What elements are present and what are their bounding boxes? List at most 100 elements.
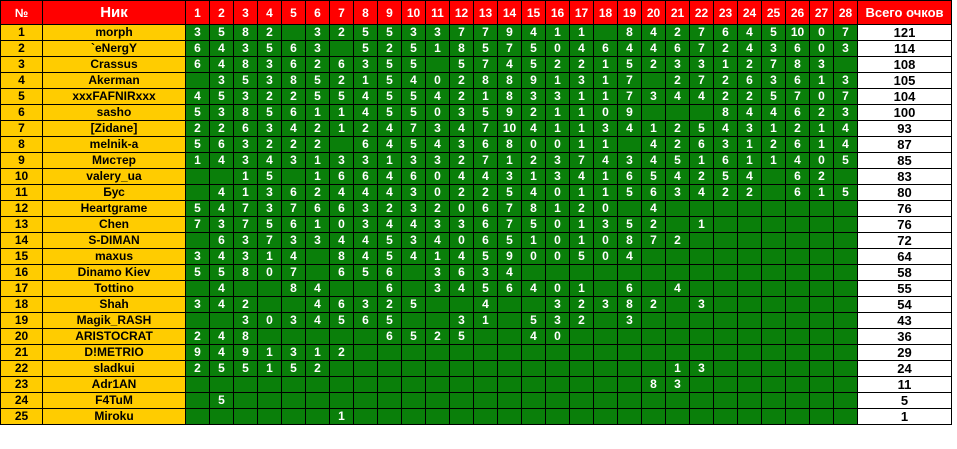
column-header-round-23[interactable]: 23 [713, 0, 738, 25]
score-cell[interactable]: 2 [305, 360, 330, 377]
score-cell[interactable]: 5 [233, 72, 258, 89]
score-cell[interactable] [785, 248, 810, 265]
score-cell[interactable]: 8 [281, 72, 306, 89]
score-cell[interactable]: 7 [617, 88, 642, 105]
score-cell[interactable]: 3 [689, 360, 714, 377]
score-cell[interactable]: 5 [521, 312, 546, 329]
score-cell[interactable]: 9 [185, 344, 210, 361]
rank-cell[interactable]: 11 [0, 184, 43, 201]
score-cell[interactable]: 4 [833, 120, 858, 137]
rank-cell[interactable]: 14 [0, 232, 43, 249]
column-header-round-17[interactable]: 17 [569, 0, 594, 25]
rank-cell[interactable]: 5 [0, 88, 43, 105]
score-cell[interactable]: 6 [785, 136, 810, 153]
column-header-round-20[interactable]: 20 [641, 0, 666, 25]
score-cell[interactable] [569, 328, 594, 345]
score-cell[interactable]: 0 [593, 248, 618, 265]
score-cell[interactable] [809, 344, 834, 361]
column-header-round-10[interactable]: 10 [401, 0, 426, 25]
score-cell[interactable] [665, 312, 690, 329]
nick-cell[interactable]: sladkui [42, 360, 186, 377]
score-cell[interactable]: 5 [401, 88, 426, 105]
score-cell[interactable]: 9 [617, 104, 642, 121]
score-cell[interactable] [425, 392, 450, 409]
score-cell[interactable] [665, 216, 690, 233]
score-cell[interactable]: 1 [569, 88, 594, 105]
score-cell[interactable]: 6 [281, 216, 306, 233]
rank-cell[interactable]: 22 [0, 360, 43, 377]
score-cell[interactable]: 6 [329, 296, 354, 313]
score-cell[interactable]: 4 [401, 72, 426, 89]
score-cell[interactable]: 3 [521, 88, 546, 105]
score-cell[interactable] [785, 376, 810, 393]
score-cell[interactable]: 1 [569, 216, 594, 233]
score-cell[interactable]: 1 [329, 120, 354, 137]
score-cell[interactable]: 4 [185, 88, 210, 105]
score-cell[interactable]: 5 [353, 24, 378, 41]
score-cell[interactable] [449, 392, 474, 409]
nick-cell[interactable]: F4TuM [42, 392, 186, 409]
score-cell[interactable] [281, 376, 306, 393]
score-cell[interactable]: 6 [785, 72, 810, 89]
score-cell[interactable]: 1 [545, 200, 570, 217]
score-cell[interactable] [449, 360, 474, 377]
score-cell[interactable]: 6 [329, 168, 354, 185]
score-cell[interactable] [497, 344, 522, 361]
score-cell[interactable] [329, 376, 354, 393]
score-cell[interactable] [665, 104, 690, 121]
score-cell[interactable]: 1 [593, 56, 618, 73]
score-cell[interactable]: 2 [665, 72, 690, 89]
nick-cell[interactable]: valery_ua [42, 168, 186, 185]
score-cell[interactable]: 0 [257, 264, 282, 281]
nick-cell[interactable]: morph [42, 24, 186, 41]
score-cell[interactable]: 3 [425, 264, 450, 281]
score-cell[interactable]: 5 [233, 360, 258, 377]
score-cell[interactable] [761, 408, 786, 425]
score-cell[interactable]: 4 [617, 40, 642, 57]
score-cell[interactable] [761, 360, 786, 377]
score-cell[interactable]: 3 [353, 200, 378, 217]
score-cell[interactable]: 4 [617, 120, 642, 137]
score-cell[interactable] [641, 408, 666, 425]
score-cell[interactable]: 4 [209, 296, 234, 313]
score-cell[interactable]: 6 [617, 280, 642, 297]
score-cell[interactable]: 8 [233, 104, 258, 121]
score-cell[interactable] [617, 344, 642, 361]
score-cell[interactable] [833, 344, 858, 361]
score-cell[interactable]: 1 [761, 152, 786, 169]
score-cell[interactable]: 3 [401, 184, 426, 201]
rank-cell[interactable]: 4 [0, 72, 43, 89]
score-cell[interactable]: 1 [473, 312, 498, 329]
score-cell[interactable]: 8 [233, 56, 258, 73]
score-cell[interactable]: 1 [305, 104, 330, 121]
score-cell[interactable] [785, 280, 810, 297]
column-header-round-24[interactable]: 24 [737, 0, 762, 25]
score-cell[interactable]: 1 [305, 344, 330, 361]
score-cell[interactable]: 0 [809, 40, 834, 57]
total-cell[interactable]: 76 [857, 200, 952, 217]
score-cell[interactable] [329, 136, 354, 153]
score-cell[interactable]: 7 [449, 24, 474, 41]
score-cell[interactable]: 9 [497, 24, 522, 41]
score-cell[interactable] [497, 376, 522, 393]
score-cell[interactable]: 3 [545, 296, 570, 313]
score-cell[interactable] [713, 216, 738, 233]
score-cell[interactable]: 4 [209, 40, 234, 57]
nick-cell[interactable]: sasho [42, 104, 186, 121]
score-cell[interactable]: 1 [569, 136, 594, 153]
score-cell[interactable] [425, 360, 450, 377]
score-cell[interactable]: 4 [497, 264, 522, 281]
column-header-round-22[interactable]: 22 [689, 0, 714, 25]
score-cell[interactable]: 2 [305, 136, 330, 153]
score-cell[interactable] [401, 264, 426, 281]
score-cell[interactable]: 2 [521, 152, 546, 169]
score-cell[interactable] [185, 72, 210, 89]
rank-cell[interactable]: 2 [0, 40, 43, 57]
score-cell[interactable]: 8 [617, 232, 642, 249]
total-cell[interactable]: 121 [857, 24, 952, 41]
total-cell[interactable]: 58 [857, 264, 952, 281]
score-cell[interactable]: 2 [377, 40, 402, 57]
nick-cell[interactable]: Бус [42, 184, 186, 201]
score-cell[interactable]: 2 [305, 184, 330, 201]
score-cell[interactable] [377, 408, 402, 425]
